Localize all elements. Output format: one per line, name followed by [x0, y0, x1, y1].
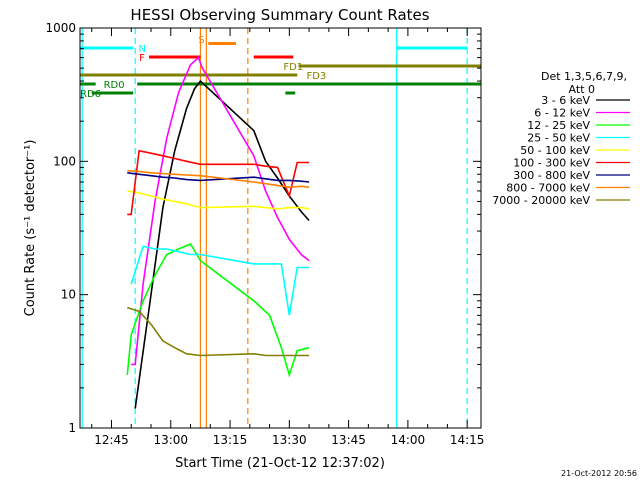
legend-label: 300 - 800 keV	[513, 169, 590, 182]
y-tick-label: 100	[53, 154, 76, 168]
series-line-0	[134, 79, 310, 409]
x-tick-label: 13:30	[272, 433, 307, 447]
y-axis-label: Count Rate (s⁻¹ detector⁻¹)	[23, 140, 38, 317]
plot-frame	[79, 27, 482, 429]
series-line-6	[127, 172, 310, 183]
y-tick-label: 1000	[45, 21, 76, 35]
series-line-7	[127, 169, 310, 189]
x-axis-label: Start Time (21-Oct-12 12:37:02)	[175, 456, 385, 471]
y-tick-label: 10	[61, 288, 76, 302]
status-label-fd3: FD3	[306, 71, 326, 82]
legend-label: 3 - 6 keV	[541, 94, 590, 107]
timestamp: 21-Oct-2012 20:56	[561, 469, 637, 478]
legend-label: 800 - 7000 keV	[506, 182, 590, 195]
legend-title: Det 1,3,5,6,7,9,	[541, 70, 627, 83]
status-label-f: F	[139, 53, 145, 64]
series-line-3	[130, 245, 310, 316]
legend-label: 50 - 100 keV	[520, 144, 590, 157]
x-tick-label: 13:45	[331, 433, 366, 447]
x-tick-label: 14:00	[391, 433, 426, 447]
status-label-rd6: RD6	[80, 89, 101, 100]
series-line-2	[126, 242, 310, 378]
series-line-5	[127, 149, 310, 216]
status-label-rd0: RD0	[104, 80, 125, 91]
legend-label: 25 - 50 keV	[527, 132, 590, 145]
x-tick-label: 14:15	[450, 433, 485, 447]
x-tick-label: 12:45	[94, 433, 129, 447]
legend-label: 12 - 25 keV	[527, 119, 590, 132]
y-tick-label: 1	[68, 421, 76, 435]
series-line-8	[127, 306, 310, 357]
series-line-1	[131, 56, 310, 366]
chart-title: HESSI Observing Summary Count Rates	[130, 6, 429, 24]
legend-label: 6 - 12 keV	[534, 107, 590, 120]
x-tick-label: 13:15	[213, 433, 248, 447]
status-label-s: S	[198, 35, 204, 46]
legend-title: Att 0	[569, 83, 595, 96]
legend-label: 100 - 300 keV	[513, 157, 590, 170]
status-label-fd1: FD1	[283, 62, 303, 73]
x-tick-label: 13:00	[153, 433, 188, 447]
series-line-4	[127, 190, 310, 210]
status-label-n: N	[138, 44, 145, 55]
legend-label: 7000 - 20000 keV	[492, 194, 590, 207]
